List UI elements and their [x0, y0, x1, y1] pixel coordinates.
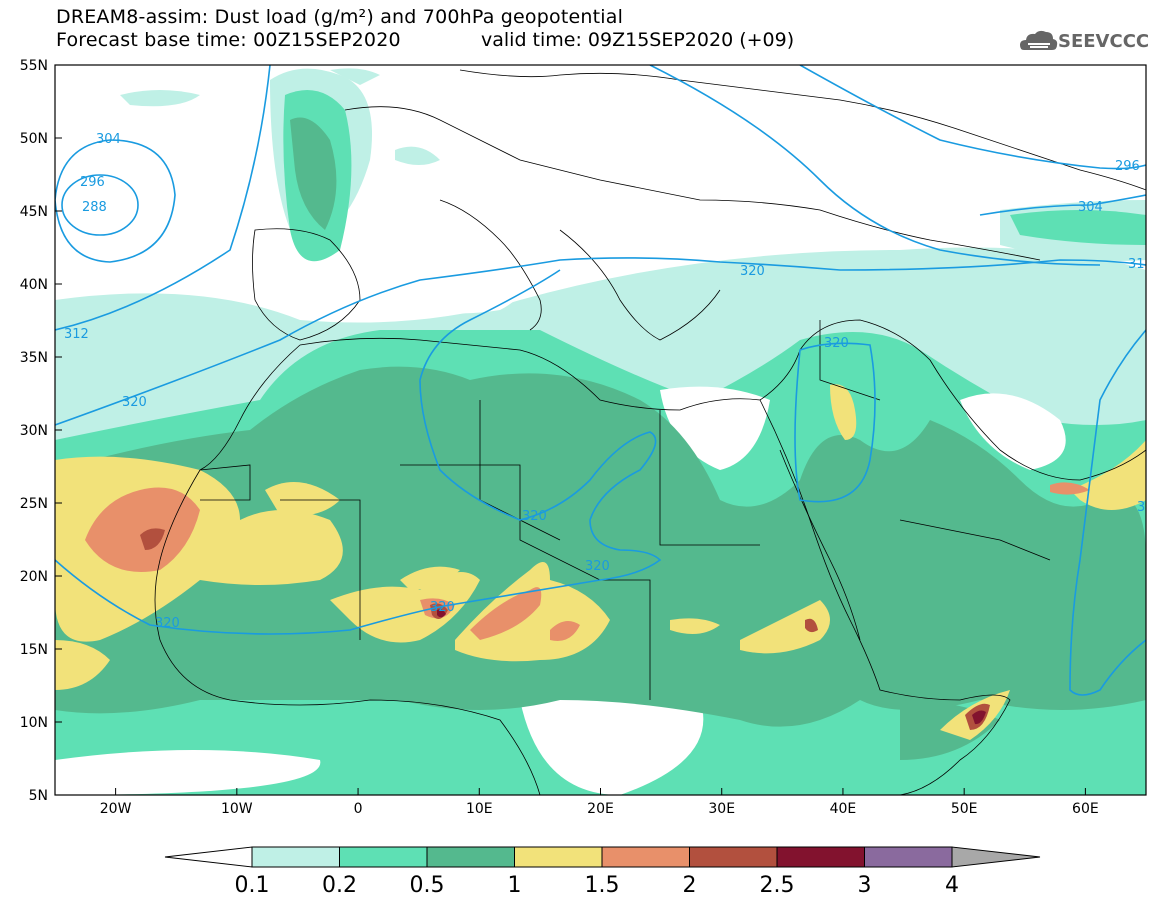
contour-labels: 304 296 288 312 320 320 320 320 320 320 …: [64, 132, 1145, 631]
contour-label: 320: [430, 600, 455, 615]
latitude-label: 55N: [20, 58, 48, 74]
contour-label: 304: [96, 132, 121, 147]
colorbar-label: 0.5: [410, 873, 445, 898]
latitude-label: 15N: [20, 642, 48, 658]
contour-label: 296: [1115, 159, 1140, 174]
contour-label: 288: [82, 200, 107, 215]
latitude-label: 40N: [20, 277, 48, 293]
dust-layer-2.5: [437, 609, 986, 725]
contour-label: 312: [64, 327, 89, 342]
colorbar-label: 2: [683, 873, 697, 898]
colorbar-right-arrow: [951, 846, 1041, 868]
coastlines-borders: [154, 69, 1146, 795]
colorbar-left-arrow: [164, 846, 253, 868]
cloud-logo-icon: [1020, 30, 1058, 50]
contour-label: 3: [1137, 500, 1145, 515]
latitude-label: 45N: [20, 204, 48, 220]
latitude-label: 50N: [20, 131, 48, 147]
longitude-label: 30E: [708, 801, 735, 817]
contour-label: 320: [155, 616, 180, 631]
colorbar-swatch: [601, 846, 690, 868]
contour-label: 320: [824, 336, 849, 351]
colorbar-swatch: [514, 846, 603, 868]
logo-text: SEEVCCC: [1058, 31, 1150, 52]
valid-time: valid time: 09Z15SEP2020 (+09): [481, 29, 795, 51]
contour-label: 320: [740, 264, 765, 279]
colorbar-label: 2.5: [760, 873, 795, 898]
colorbar-swatch: [339, 846, 428, 868]
colorbar-label: 0.1: [235, 873, 270, 898]
latitude-label: 5N: [29, 788, 48, 804]
colorbar-swatch: [426, 846, 515, 868]
colorbar-swatch: [776, 846, 865, 868]
longitude-label: 10E: [466, 801, 493, 817]
map-title: DREAM8-assim: Dust load (g/m²) and 700hP…: [56, 6, 624, 28]
latitude-label: 10N: [20, 715, 48, 731]
longitude-label: 60E: [1072, 801, 1099, 817]
colorbar-swatch: [689, 846, 778, 868]
colorbar-label: 1: [508, 873, 522, 898]
latitude-labels: 55N 50N 45N 40N 35N 30N 25N 20N 15N 10N 5N: [20, 58, 62, 804]
colorbar-label: 4: [945, 873, 959, 898]
longitude-label: 10W: [221, 801, 253, 817]
longitude-label: 40E: [830, 801, 857, 817]
latitude-label: 20N: [20, 569, 48, 585]
contour-label: 296: [80, 175, 105, 190]
contour-label: 320: [522, 509, 547, 524]
geopotential-contours: [55, 65, 1146, 696]
latitude-label: 30N: [20, 423, 48, 439]
longitude-label: 0: [354, 801, 363, 817]
contour-label: 31: [1128, 257, 1145, 272]
forecast-base-time: Forecast base time: 00Z15SEP2020: [56, 29, 401, 51]
contour-label: 304: [1078, 200, 1103, 215]
colorbar-label: 1.5: [585, 873, 620, 898]
contour-label: 320: [122, 395, 147, 410]
dust-layer-1.5: [85, 482, 1090, 641]
colorbar-swatch: [864, 846, 953, 868]
longitude-labels: 20W 10W 0 10E 20E 30E 40E 50E 60E: [100, 788, 1099, 817]
colorbar: 0.1 0.2 0.5 1 1.5 2 2.5 3 4: [164, 846, 1041, 898]
latitude-label: 25N: [20, 496, 48, 512]
latitude-label: 35N: [20, 350, 48, 366]
contour-label: 320: [585, 559, 610, 574]
colorbar-swatch: [251, 846, 340, 868]
longitude-label: 20E: [587, 801, 614, 817]
colorbar-label: 3: [858, 873, 872, 898]
longitude-label: 50E: [951, 801, 978, 817]
colorbar-label: 0.2: [322, 873, 357, 898]
longitude-label: 20W: [100, 801, 132, 817]
